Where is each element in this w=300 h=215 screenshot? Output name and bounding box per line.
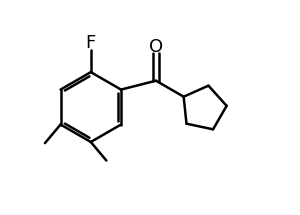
Text: O: O	[149, 38, 163, 56]
Text: F: F	[86, 34, 96, 52]
